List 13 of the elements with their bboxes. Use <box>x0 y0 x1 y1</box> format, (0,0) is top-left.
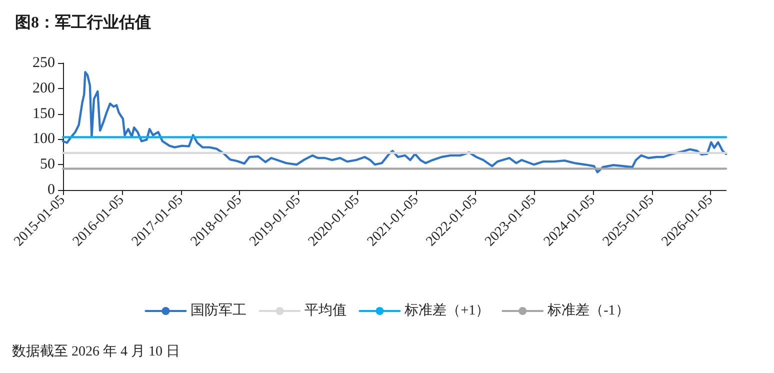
chart-title: 图8：军工行业估值 <box>15 14 151 32</box>
y-tick-label: 250 <box>32 55 55 71</box>
legend-label: 国防军工 <box>190 302 247 318</box>
y-tick-label: 0 <box>48 182 55 198</box>
text: 数据截至 2026 年 4 月 10 日 <box>12 344 180 360</box>
y-tick-label: 150 <box>32 106 55 122</box>
legend-label: 标准差（+1） <box>404 302 490 318</box>
y-tick-label: 200 <box>32 80 55 96</box>
y-tick-label: 100 <box>32 131 55 148</box>
y-tick-label: 50 <box>40 156 55 173</box>
legend-label: 平均值 <box>304 302 347 318</box>
line-series <box>62 71 728 174</box>
legend-label: 标准差（-1） <box>546 302 630 318</box>
